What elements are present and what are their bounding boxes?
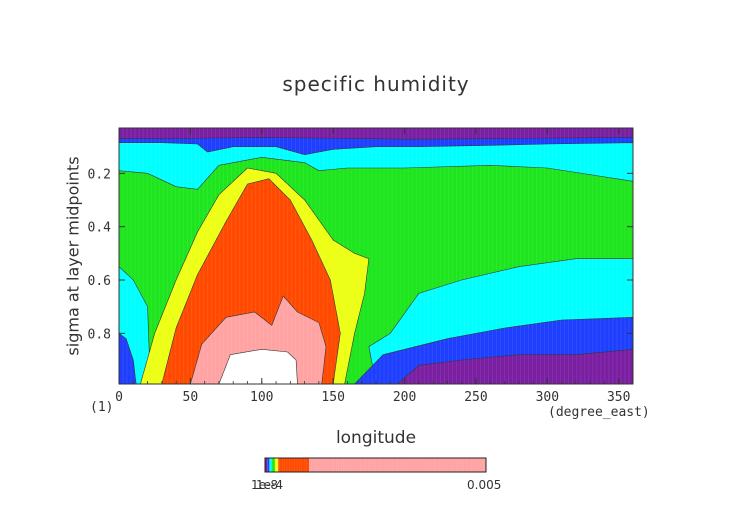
x-tick-label: 100 <box>250 390 273 405</box>
x-unit-label: (degree_east) <box>548 405 650 420</box>
x-tick-label: 250 <box>464 390 487 405</box>
contour-plot-area <box>119 128 633 384</box>
x-axis-label: longitude <box>335 428 417 448</box>
colorbar-segment <box>271 458 275 472</box>
y-tick-label: 0.6 <box>88 274 111 289</box>
y-tick-label: 0.4 <box>88 221 112 236</box>
y-tick-label: 0.2 <box>88 167 111 182</box>
x-tick-label: 50 <box>183 390 199 405</box>
colorbar-segment <box>278 458 310 472</box>
band-purple-lower-right <box>119 349 633 384</box>
y-tick-label: 0.8 <box>88 327 111 342</box>
colorbar-max-label: 0.005 <box>467 478 502 492</box>
colorbar-min-label: 1e-8 <box>251 478 278 492</box>
x-tick-label: 300 <box>536 390 559 405</box>
colorbar-frame <box>264 457 487 473</box>
x-tick-label: 350 <box>607 390 630 405</box>
colorbar-segment <box>269 458 272 472</box>
colorbar-mid-label: 1e-4 <box>256 478 283 492</box>
y-axis-label: sigma at layer midpoints <box>63 156 83 356</box>
colorbar <box>264 457 487 473</box>
colorbar-segment <box>309 458 486 472</box>
x-tick-label: 0 <box>115 390 123 405</box>
chart-title: specific humidity <box>282 72 470 96</box>
colorbar-segment <box>265 458 268 472</box>
colorbar-segment <box>267 458 270 472</box>
axes: 0 50 100 150 200 250 300 350 0.2 0.4 0.6 0.8 <box>88 128 634 405</box>
band-white <box>218 349 298 384</box>
x-tick-label: 150 <box>321 390 344 405</box>
y-unit-label: (1) <box>90 400 114 415</box>
band-blue-lower-left <box>119 332 137 384</box>
colorbar-segment <box>274 458 279 472</box>
x-tick-label: 200 <box>393 390 416 405</box>
